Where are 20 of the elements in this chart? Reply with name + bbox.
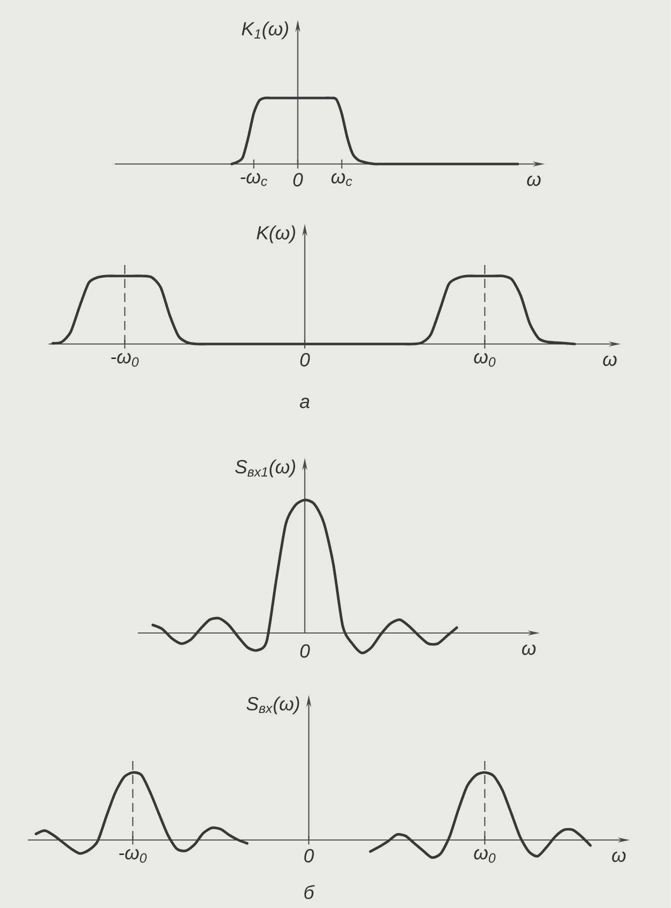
x-tick-label: ω$_{0}$	[474, 849, 496, 863]
annotation: 0	[300, 644, 310, 658]
x-tick-label: 0	[300, 353, 310, 366]
text: б	[304, 884, 315, 900]
x-axis-title: ω	[612, 852, 626, 862]
x-tick-label: ω$_{c}$	[332, 173, 352, 186]
y-axis-title: S$_{вх}$(ω)	[246, 696, 300, 714]
x-tick-label: -ω$_{c}$	[240, 173, 268, 186]
x-axis-title: ω	[522, 644, 536, 655]
x-axis-title: ω	[527, 176, 541, 186]
x-tick-label: 0	[293, 173, 304, 186]
x-tick-label: 0	[304, 849, 314, 862]
x-tick-label: -ω$_{0}$	[119, 849, 147, 863]
x-axis-title: ω	[603, 356, 617, 366]
y-axis-title: K$_{1}$(ω)	[242, 22, 288, 40]
x-tick-label: ω$_{0}$	[474, 353, 496, 367]
y-axis-title: K(ω)	[256, 226, 296, 244]
x-tick-label: -ω$_{0}$	[111, 353, 139, 367]
y-axis-title: S$_{вх1}$(ω)	[235, 460, 296, 478]
text: а	[300, 398, 310, 408]
